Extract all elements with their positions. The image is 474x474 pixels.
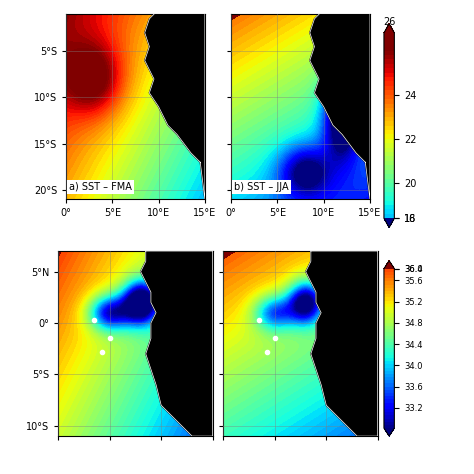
Polygon shape <box>141 251 212 436</box>
PathPatch shape <box>384 261 394 269</box>
Text: a) SST – FMA: a) SST – FMA <box>69 182 132 192</box>
Polygon shape <box>145 0 205 199</box>
Polygon shape <box>310 0 370 199</box>
Text: 26: 26 <box>383 18 395 27</box>
Text: b) SST – JJA: b) SST – JJA <box>234 182 289 192</box>
Polygon shape <box>306 251 378 436</box>
PathPatch shape <box>384 218 394 228</box>
PathPatch shape <box>384 24 394 33</box>
PathPatch shape <box>384 428 394 436</box>
